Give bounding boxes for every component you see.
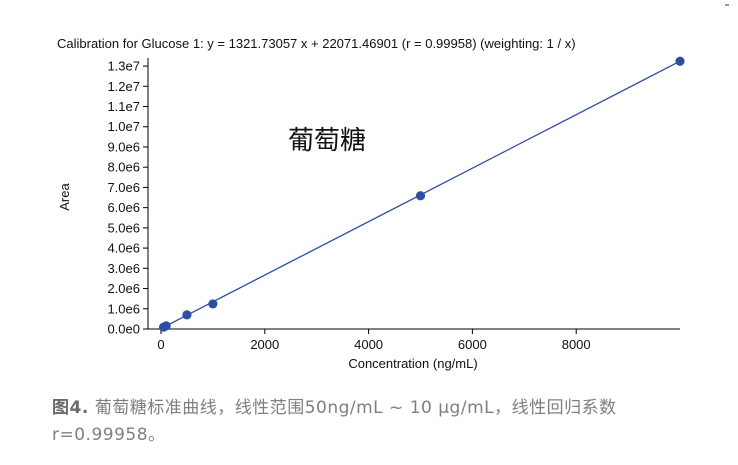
y-tick-label: 4.0e6 <box>107 241 140 256</box>
calibration-chart: Calibration for Glucose 1: y = 1321.7305… <box>57 36 685 371</box>
y-axis-label: Area <box>57 183 72 211</box>
data-points <box>158 56 685 332</box>
figure-caption-text: 葡萄糖标准曲线，线性范围50ng/mL ~ 10 μg/mL，线性回归系数 r=… <box>52 398 617 445</box>
y-tick-label: 7.0e6 <box>107 180 140 195</box>
compound-annotation: 葡萄糖 <box>288 126 366 156</box>
corner-mark <box>725 4 729 6</box>
x-tick-label: 8000 <box>562 337 591 352</box>
data-point <box>415 191 426 201</box>
data-point <box>182 310 192 320</box>
figure-number: 图4. <box>52 398 89 418</box>
data-point <box>208 299 218 309</box>
y-tick-label: 1.0e7 <box>107 119 140 134</box>
x-tick-label: 4000 <box>354 337 383 352</box>
y-tick-label: 6.0e6 <box>107 200 140 215</box>
y-tick-label: 1.0e6 <box>107 301 140 316</box>
y-axis: 0.0e0 1.0e6 2.0e6 3.0e6 4.0e6 5.0e6 6.0e6 7.0e6… <box>107 58 149 337</box>
y-tick-label: 1.2e7 <box>107 79 140 94</box>
y-tick-label: 8.0e6 <box>107 160 140 175</box>
figure-caption: 图4. 葡萄糖标准曲线，线性范围50ng/mL ~ 10 μg/mL，线性回归系… <box>52 395 712 449</box>
y-tick-label: 9.0e6 <box>107 139 140 154</box>
x-tick-label: 6000 <box>458 337 487 352</box>
x-axis-label: Concentration (ng/mL) <box>348 356 477 371</box>
y-tick-label: 2.0e6 <box>107 281 140 296</box>
y-tick-label: 1.1e7 <box>107 99 140 114</box>
x-tick-label: 2000 <box>250 337 279 352</box>
y-tick-label: 3.0e6 <box>107 261 140 276</box>
data-point <box>675 56 685 66</box>
x-tick-label: 0 <box>157 337 164 352</box>
y-tick-label: 0.0e0 <box>107 322 140 337</box>
y-tick-label: 5.0e6 <box>107 220 140 235</box>
chart-title: Calibration for Glucose 1: y = 1321.7305… <box>57 36 576 51</box>
data-point <box>161 321 171 331</box>
y-tick-label: 1.3e7 <box>107 59 140 74</box>
x-axis: 0 2000 4000 6000 8000 <box>148 328 680 352</box>
